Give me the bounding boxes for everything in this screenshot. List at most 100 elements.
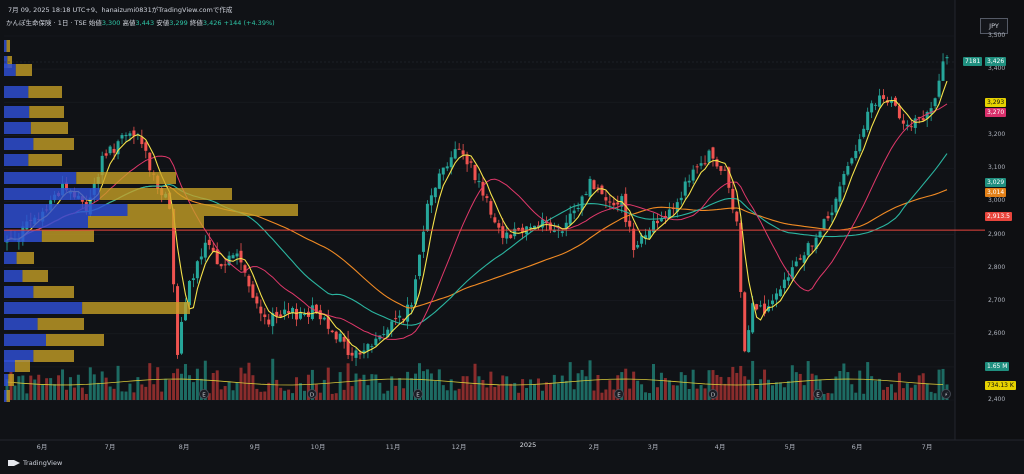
volume-bar (707, 370, 711, 400)
price-axis-label: 3,500 (988, 32, 1006, 39)
candle (350, 352, 354, 356)
volume-bar (481, 379, 485, 400)
currency-button[interactable]: JPY (980, 18, 1008, 34)
volume-bar (644, 392, 648, 400)
volume-bar (687, 388, 691, 400)
volume-bar (600, 392, 604, 400)
volume-bar (231, 390, 235, 400)
candle (838, 186, 842, 202)
candle (180, 321, 184, 354)
volume-bar (659, 372, 663, 400)
candle (644, 235, 648, 239)
volume-bar (402, 388, 406, 400)
symbol-name: かんぽ生命保険 · 1日 · TSE (6, 19, 87, 27)
candle (255, 296, 259, 304)
volume-bar (457, 388, 461, 400)
volume-bar (790, 365, 794, 400)
open-label: 始値 (88, 19, 102, 27)
volume-bar (306, 374, 310, 400)
candle (449, 157, 453, 168)
volume-bar (318, 392, 322, 400)
candle (675, 202, 679, 212)
candle (679, 197, 683, 201)
volume-bar (275, 379, 279, 400)
candle (655, 220, 659, 224)
event-marker-icon (199, 389, 209, 399)
candle (711, 147, 715, 159)
candle (822, 219, 826, 229)
volume-bar (489, 371, 493, 400)
candle (842, 174, 846, 185)
volume-profile-down (82, 302, 190, 314)
volume-bar (199, 378, 203, 400)
volume-bar (49, 378, 53, 400)
candle (596, 187, 600, 189)
volume-bar (136, 377, 140, 400)
volume-bar (271, 358, 275, 400)
volume-profile-up (4, 230, 42, 242)
candle (552, 229, 556, 233)
volume-profile-up (4, 40, 7, 52)
time-axis-label: 6月 (851, 443, 863, 451)
volume-bar (13, 385, 17, 400)
volume-bar (648, 393, 652, 400)
volume-bar (632, 371, 636, 400)
candle (489, 201, 493, 215)
candle (263, 314, 267, 318)
volume-bar (699, 385, 703, 400)
candle (195, 261, 199, 279)
volume-bar (267, 382, 271, 400)
volume-bar (263, 391, 267, 400)
volume-bar (168, 379, 172, 400)
candle (259, 306, 263, 314)
volume-bar (417, 363, 421, 400)
tradingview-logo-icon (8, 459, 20, 467)
candle (925, 111, 929, 119)
volume-bar (759, 379, 763, 400)
ma-longest-line (6, 185, 948, 309)
candle (275, 311, 279, 317)
candle (322, 317, 326, 320)
volume-bar (560, 375, 564, 400)
tradingview-branding: TradingView (8, 459, 62, 467)
candle (441, 167, 445, 175)
candle (128, 133, 132, 136)
volume-profile-down (33, 286, 74, 298)
volume-bar (223, 386, 227, 400)
volume-bar (342, 389, 346, 400)
candle (338, 333, 342, 342)
volume-bar (140, 384, 144, 400)
volume-bar (215, 370, 219, 400)
candle (402, 318, 406, 321)
candle (691, 169, 695, 181)
candle (921, 118, 925, 121)
volume-bar (683, 375, 687, 400)
volume-bar (429, 373, 433, 400)
volume-bar (76, 374, 80, 400)
candle (659, 219, 663, 222)
volume-bar (394, 385, 398, 400)
volume-bar (80, 387, 84, 400)
volume-bar (521, 379, 525, 400)
volume-bar (544, 382, 548, 400)
volume-bar (25, 393, 29, 400)
candle (651, 220, 655, 233)
volume-bar (882, 389, 886, 400)
volume-bar (854, 392, 858, 400)
volume-bar (334, 393, 338, 400)
volume-profile-down (29, 106, 64, 118)
volume-bar (802, 385, 806, 400)
volume-bar (469, 384, 473, 400)
candle (108, 146, 112, 154)
brand-text: TradingView (23, 459, 63, 467)
volume-bar (283, 390, 287, 400)
change-value: +144 (+4.39%) (223, 19, 275, 27)
volume-bar (874, 380, 878, 400)
volume-bar (33, 379, 37, 400)
volume-bar (477, 376, 481, 400)
candle (790, 267, 794, 279)
volume-bar (120, 391, 124, 400)
candle (243, 265, 247, 273)
